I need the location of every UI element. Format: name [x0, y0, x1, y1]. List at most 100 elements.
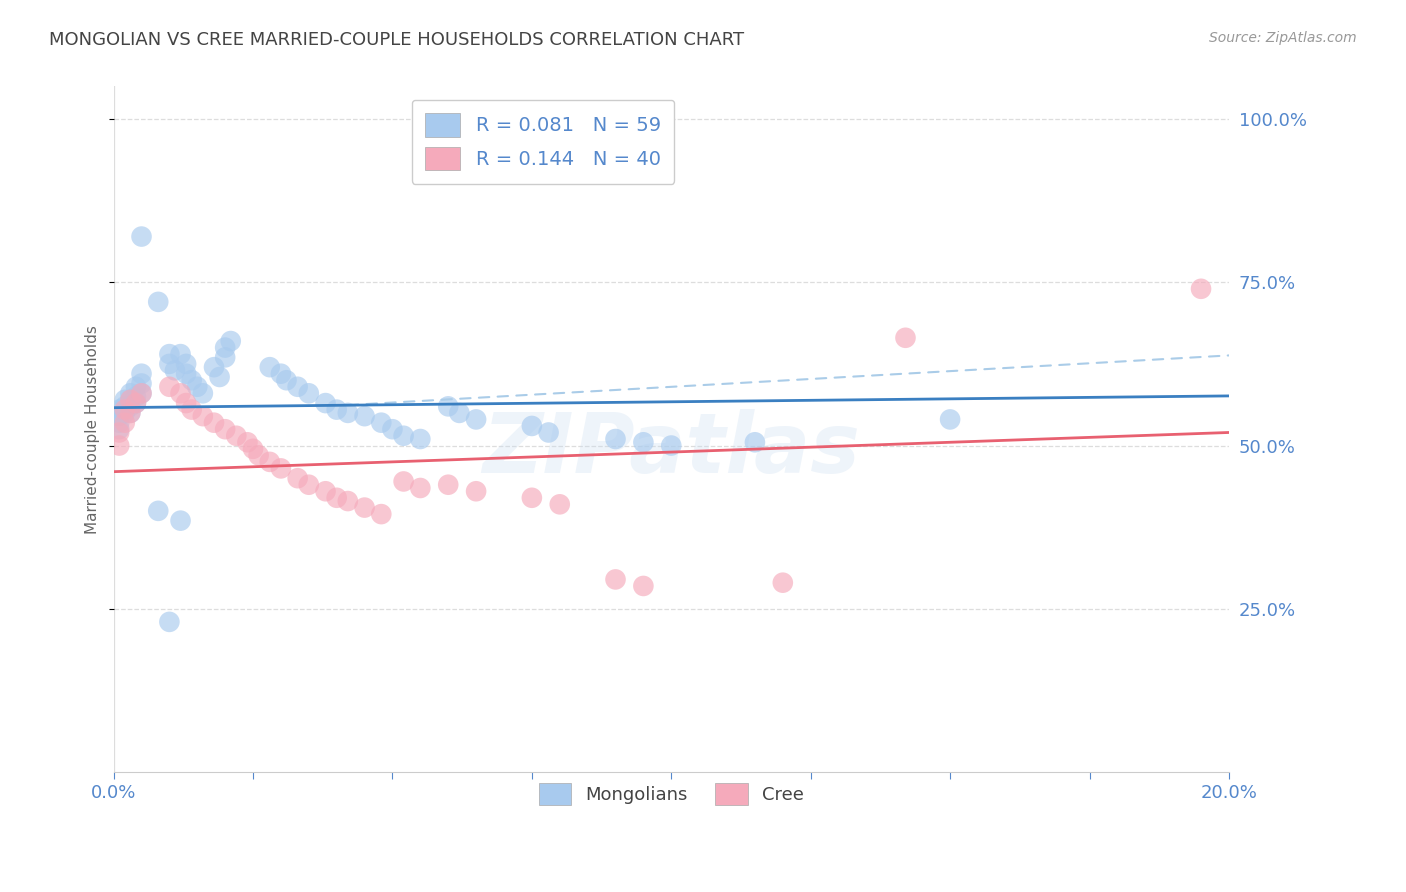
Mongolians	[744, 435, 766, 450]
Legend: Mongolians, Cree: Mongolians, Cree	[530, 774, 813, 814]
Mongolians	[114, 406, 136, 420]
Mongolians	[148, 504, 170, 518]
Mongolians	[157, 615, 180, 629]
Cree	[114, 416, 136, 430]
Text: ZIPatlas: ZIPatlas	[482, 409, 860, 491]
Mongolians	[169, 514, 191, 528]
Cree	[120, 392, 142, 407]
Cree	[242, 442, 264, 456]
Cree	[392, 475, 415, 489]
Mongolians	[214, 351, 236, 365]
Mongolians	[449, 406, 471, 420]
Mongolians	[208, 370, 231, 384]
Mongolians	[659, 438, 682, 452]
Cree	[270, 461, 292, 475]
Mongolians	[520, 419, 543, 434]
Cree	[287, 471, 309, 485]
Mongolians	[465, 412, 488, 426]
Mongolians	[287, 380, 309, 394]
Mongolians	[214, 341, 236, 355]
Cree	[465, 484, 488, 499]
Mongolians	[114, 400, 136, 414]
Mongolians	[191, 386, 214, 401]
Cree	[202, 416, 225, 430]
Mongolians	[131, 367, 153, 381]
Mongolians	[108, 416, 131, 430]
Cree	[336, 494, 359, 508]
Mongolians	[409, 432, 432, 446]
Mongolians	[336, 406, 359, 420]
Cree	[315, 484, 337, 499]
Mongolians	[202, 360, 225, 375]
Mongolians	[298, 386, 321, 401]
Cree	[191, 409, 214, 424]
Cree	[1189, 282, 1212, 296]
Mongolians	[108, 402, 131, 417]
Mongolians	[392, 429, 415, 443]
Mongolians	[437, 400, 460, 414]
Cree	[409, 481, 432, 495]
Mongolians	[131, 229, 153, 244]
Mongolians	[174, 367, 197, 381]
Cree	[370, 507, 392, 521]
Mongolians	[276, 373, 298, 387]
Mongolians	[353, 409, 375, 424]
Mongolians	[120, 392, 142, 407]
Mongolians	[315, 396, 337, 410]
Mongolians	[270, 367, 292, 381]
Cree	[605, 573, 627, 587]
Cree	[325, 491, 347, 505]
Mongolians	[325, 402, 347, 417]
Text: MONGOLIAN VS CREE MARRIED-COUPLE HOUSEHOLDS CORRELATION CHART: MONGOLIAN VS CREE MARRIED-COUPLE HOUSEHO…	[49, 31, 744, 49]
Mongolians	[131, 376, 153, 391]
Mongolians	[114, 392, 136, 407]
Mongolians	[939, 412, 962, 426]
Mongolians	[537, 425, 560, 440]
Text: Source: ZipAtlas.com: Source: ZipAtlas.com	[1209, 31, 1357, 45]
Mongolians	[169, 347, 191, 361]
Cree	[548, 497, 571, 511]
Cree	[894, 331, 917, 345]
Cree	[298, 477, 321, 491]
Cree	[125, 396, 148, 410]
Mongolians	[259, 360, 281, 375]
Cree	[225, 429, 247, 443]
Cree	[131, 386, 153, 401]
Cree	[353, 500, 375, 515]
Mongolians	[120, 386, 142, 401]
Mongolians	[381, 422, 404, 436]
Cree	[772, 575, 794, 590]
Mongolians	[157, 347, 180, 361]
Cree	[157, 380, 180, 394]
Cree	[108, 425, 131, 440]
Cree	[236, 435, 259, 450]
Mongolians	[633, 435, 655, 450]
Mongolians	[125, 390, 148, 404]
Y-axis label: Married-couple Households: Married-couple Households	[86, 325, 100, 533]
Cree	[169, 386, 191, 401]
Cree	[174, 396, 197, 410]
Mongolians	[108, 422, 131, 436]
Cree	[247, 448, 270, 462]
Mongolians	[174, 357, 197, 371]
Mongolians	[108, 409, 131, 424]
Cree	[633, 579, 655, 593]
Mongolians	[131, 386, 153, 401]
Cree	[214, 422, 236, 436]
Cree	[108, 438, 131, 452]
Cree	[437, 477, 460, 491]
Mongolians	[186, 380, 208, 394]
Mongolians	[157, 357, 180, 371]
Mongolians	[180, 373, 202, 387]
Cree	[520, 491, 543, 505]
Cree	[114, 402, 136, 417]
Mongolians	[125, 380, 148, 394]
Mongolians	[120, 406, 142, 420]
Cree	[259, 455, 281, 469]
Mongolians	[125, 396, 148, 410]
Mongolians	[370, 416, 392, 430]
Mongolians	[120, 400, 142, 414]
Mongolians	[148, 294, 170, 309]
Cree	[180, 402, 202, 417]
Cree	[120, 406, 142, 420]
